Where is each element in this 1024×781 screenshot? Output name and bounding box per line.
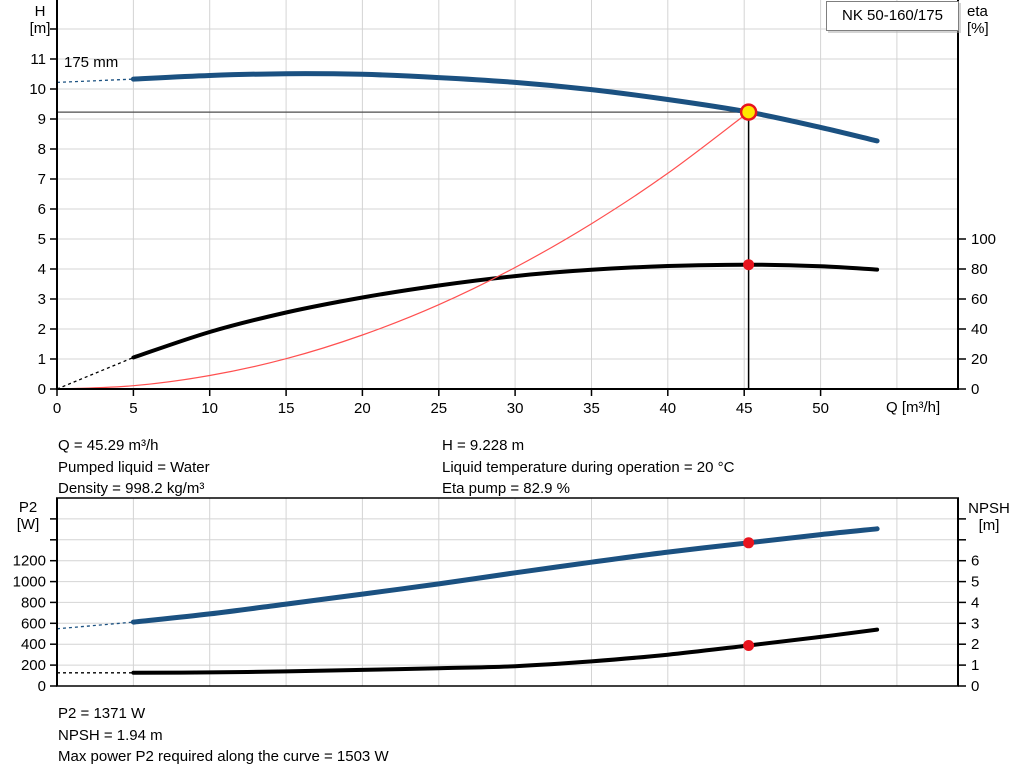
impeller-diameter-label: 175 mm [64,54,119,71]
eta-axis-title-symbol: eta [967,3,988,20]
right-tick-label: 1 [971,657,979,674]
info-eta-pump: Eta pump = 82.9 % [442,480,570,497]
x-tick-label: 15 [278,400,295,417]
left-tick-label: 6 [38,201,46,218]
x-tick-label: 25 [430,400,447,417]
left-tick-label: 800 [21,594,46,611]
left-tick-label: 200 [21,657,46,674]
info-density: Density = 998.2 kg/m³ [58,480,205,497]
p2-axis-title: P2 [W] [12,499,44,533]
npsh-axis-title: NPSH [m] [960,500,1018,534]
gridlines [57,498,958,686]
x-tick-label: 20 [354,400,371,417]
efficiency-point [743,259,755,271]
left-tick-label: 400 [21,636,46,653]
right-tick-label: 0 [971,678,979,695]
p2-axis-title-unit: [W] [16,516,40,533]
npsh-point [743,640,755,651]
right-tick-label: 2 [971,636,979,653]
pump-name-box: NK 50-160/175 [826,1,959,31]
right-tick-label: 60 [971,291,988,308]
right-tick-label: 5 [971,574,979,591]
info-liquid-temperature: Liquid temperature during operation = 20… [442,458,735,476]
x-tick-label: 30 [507,400,524,417]
info-max-power: Max power P2 required along the curve = … [58,748,389,765]
head-curve [130,71,880,144]
gridlines [57,0,958,389]
left-tick-label: 2 [38,321,46,338]
x-tick-label: 10 [201,400,218,417]
left-tick-label: 4 [38,261,46,278]
npsh-curve [131,627,880,675]
left-tick-label: 10 [29,81,46,98]
left-tick-label: 3 [38,291,46,308]
left-tick-label: 0 [38,381,46,398]
head-curve-dashed [56,78,134,84]
efficiency-curve-dashed [56,356,134,390]
left-tick-label: 7 [38,171,46,188]
info-pumped-liquid: Pumped liquid = Water [58,458,210,476]
left-tick-label: 1200 [13,553,46,570]
left-tick-label: 8 [38,141,46,158]
duty-point[interactable] [739,103,758,121]
left-tick-label: 1 [38,351,46,368]
info-flow: Q = 45.29 m³/h [58,437,159,454]
h-axis-title-symbol: H [34,3,46,20]
right-tick-label: 40 [971,321,988,338]
duty-info-right: H = 9.228 m Liquid temperature during op… [442,435,734,500]
h-axis-title: H [m] [22,3,58,37]
x-tick-label: 35 [583,400,600,417]
right-tick-label: 20 [971,351,988,368]
right-tick-label: 6 [971,553,979,570]
npsh-axis-title-symbol: NPSH [968,500,1010,517]
x-tick-label: 45 [736,400,753,417]
q-axis-title: Q [m³/h] [886,399,941,416]
efficiency-curve [131,262,880,360]
eta-axis-title: eta [%] [967,3,1011,37]
x-tick-label: 40 [659,400,676,417]
p2-axis-title-symbol: P2 [18,499,38,516]
right-tick-label: 3 [971,615,979,632]
left-tick-label: 5 [38,231,46,248]
p2-curve [130,526,880,625]
right-tick-label: 100 [971,231,996,248]
right-tick-label: 80 [971,261,988,278]
eta-axis-title-unit: [%] [967,20,989,37]
left-tick-label: 600 [21,615,46,632]
x-tick-label: 5 [129,400,137,417]
left-tick-label: 9 [38,111,46,128]
p2-point [743,537,755,549]
info-p2: P2 = 1371 W [58,705,146,722]
p2-curve-dashed [56,621,134,630]
info-head: H = 9.228 m [442,437,525,454]
system-curve-curve [56,111,750,390]
right-tick-label: 4 [971,594,979,611]
p2-npsh-chart: 0 200 400 600 800 1000 1200 0 1 2 3 4 5 6 [13,497,979,695]
left-tick-label: 1000 [13,574,46,591]
left-tick-label: 0 [38,678,46,695]
left-tick-label: 11 [30,51,46,68]
duty-info-left: Q = 45.29 m³/h Pumped liquid = Water Den… [58,435,210,500]
x-tick-label: 50 [812,400,829,417]
power-info: P2 = 1371 W NPSH = 1.94 m Max power P2 r… [58,703,389,768]
right-tick-label: 0 [971,381,979,398]
npsh-axis-title-unit: [m] [978,517,1000,534]
info-npsh: NPSH = 1.94 m [58,726,163,744]
x-tick-label: 0 [53,400,61,417]
h-axis-title-unit: [m] [29,20,51,37]
